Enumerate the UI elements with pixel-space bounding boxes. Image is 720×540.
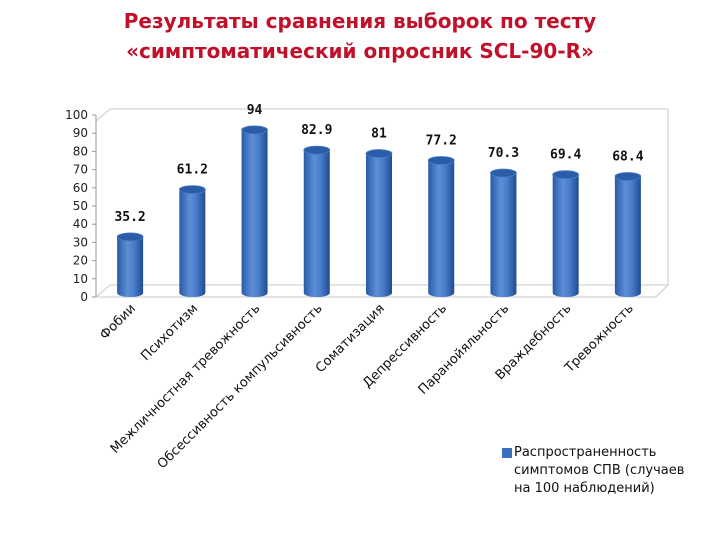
bar bbox=[614, 176, 641, 297]
bar bbox=[303, 150, 330, 297]
data-label: 61.2 bbox=[177, 163, 208, 178]
chart-title-line-2: «симптоматический опросник SCL-90-R» bbox=[126, 39, 594, 63]
data-label: 77.2 bbox=[426, 133, 457, 148]
y-tick-label: 50 bbox=[73, 199, 88, 213]
bar-top bbox=[241, 125, 268, 135]
bar-top bbox=[552, 170, 580, 180]
y-tick-label: 60 bbox=[73, 181, 88, 195]
bar-top bbox=[365, 149, 393, 158]
y-tick-label: 20 bbox=[73, 254, 88, 268]
category-label: Фобии bbox=[97, 301, 139, 343]
data-label: 69.4 bbox=[550, 148, 581, 163]
bar bbox=[366, 153, 392, 297]
y-tick-label: 100 bbox=[65, 108, 88, 122]
bar-top bbox=[490, 168, 517, 178]
bar-top bbox=[303, 145, 331, 155]
bar bbox=[241, 129, 268, 297]
bar-top bbox=[427, 156, 455, 165]
y-tick-label: 10 bbox=[73, 272, 88, 286]
data-label: 82.9 bbox=[301, 123, 332, 138]
plot-back-wall bbox=[95, 108, 669, 285]
bar bbox=[490, 173, 517, 297]
y-tick-label: 30 bbox=[73, 235, 88, 249]
bar-top bbox=[116, 232, 144, 242]
legend-swatch bbox=[502, 448, 512, 458]
y-tick-label: 40 bbox=[73, 217, 88, 231]
data-label: 70.3 bbox=[488, 146, 519, 161]
data-label: 68.4 bbox=[612, 150, 643, 165]
bar bbox=[552, 174, 579, 297]
bar-top bbox=[178, 185, 206, 195]
chart-title: Результаты сравнения выборок по тесту «с… bbox=[40, 6, 680, 66]
data-label: 94 bbox=[247, 103, 263, 118]
y-tick-label: 70 bbox=[73, 163, 88, 177]
y-tick-label: 0 bbox=[80, 290, 88, 304]
legend-label: Распространенность симптомов СПВ (случае… bbox=[514, 445, 685, 496]
bar bbox=[428, 160, 455, 297]
y-tick-label: 80 bbox=[73, 144, 88, 158]
category-label: Психотизм bbox=[138, 301, 201, 364]
chart-title-line-1: Результаты сравнения выборок по тесту bbox=[123, 9, 597, 33]
data-label: 35.2 bbox=[114, 210, 145, 225]
y-tick-label: 90 bbox=[73, 126, 88, 140]
bar-top bbox=[614, 172, 642, 181]
legend: Распространенность симптомов СПВ (случае… bbox=[502, 444, 712, 498]
data-label: 81 bbox=[371, 127, 387, 142]
bar bbox=[179, 189, 206, 297]
bar bbox=[117, 236, 144, 297]
